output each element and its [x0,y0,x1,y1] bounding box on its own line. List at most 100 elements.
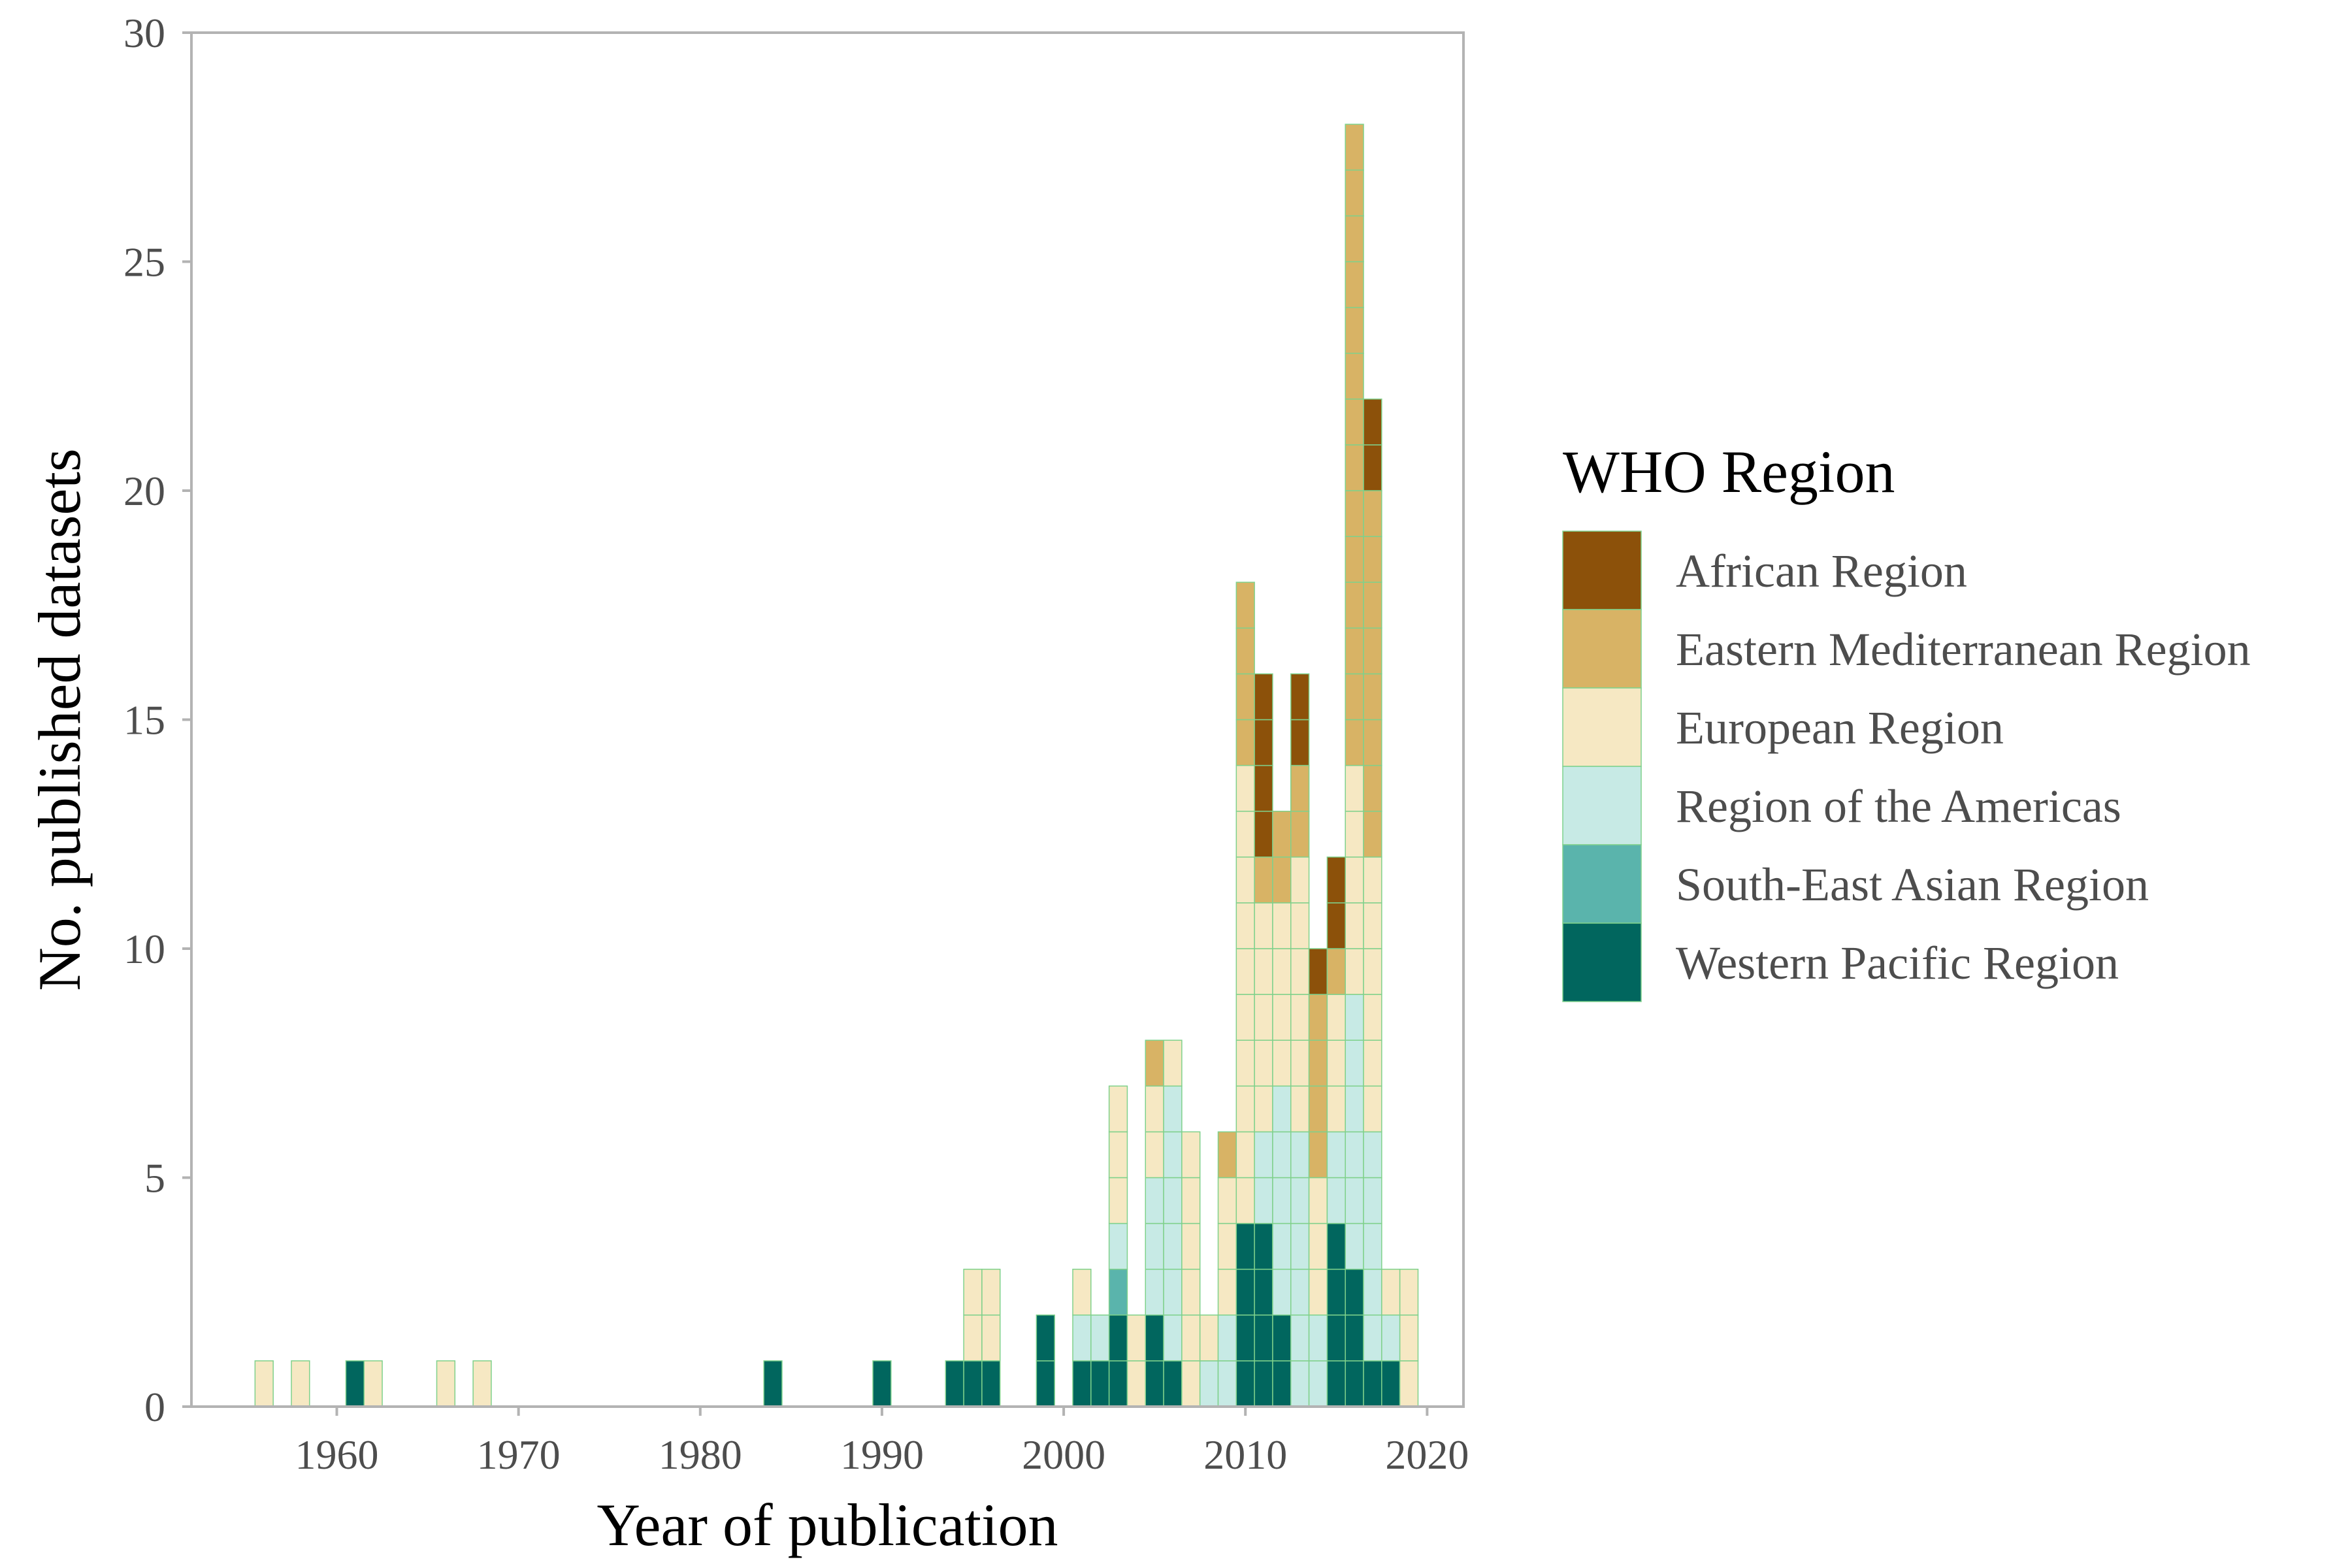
bar-segment [1272,902,1292,949]
bar-segment [1235,673,1255,721]
bar-segment [1326,1085,1346,1133]
bar-segment [1235,948,1255,995]
bar-segment [1345,444,1364,491]
y-tick-label: 15 [123,697,165,743]
bar-segment [1363,1085,1382,1133]
bars-layer [254,123,1419,1407]
bar-segment [1145,1222,1164,1270]
bar-segment [363,1360,383,1407]
bar-segment [1308,948,1328,995]
bar-segment [1345,1268,1364,1316]
bar-segment [1326,1360,1346,1407]
bar-segment [1345,215,1364,263]
bar-segment [981,1315,1001,1362]
bar-segment [1072,1268,1092,1316]
y-tick-label: 30 [123,10,165,56]
bar-segment [1363,627,1382,675]
bar-segment [1308,994,1328,1041]
bar-segment [1217,1360,1237,1407]
bar-segment [1163,1222,1183,1270]
bar-segment [1363,948,1382,995]
bar-segment [1345,810,1364,858]
bar-segment [1272,857,1292,904]
bar-segment [1181,1268,1201,1316]
bar-segment [1235,1268,1255,1316]
bar-segment [1308,1039,1328,1087]
bar-segment [1399,1315,1419,1362]
legend-label: Western Pacific Region [1676,937,2119,989]
x-axis: 1960 1970 1980 1990 2000 2010 2020 [295,1407,1469,1478]
bar-segment [1235,1131,1255,1179]
bar-segment [1235,994,1255,1041]
bar-segment [436,1360,456,1407]
bar-segment [1290,1360,1310,1407]
bar-segment [1235,810,1255,858]
bar-segment [1326,948,1346,995]
bar-segment [872,1360,892,1407]
legend-items: African Region Eastern Mediterranean Regi… [1562,531,2251,1002]
x-tick-label: 2010 [1203,1431,1287,1478]
bar-segment [291,1360,310,1407]
bar-segment [1235,1315,1255,1362]
bar-segment [1290,1268,1310,1316]
bar-segment [1308,1085,1328,1133]
bar-segment [1308,1268,1328,1316]
bar-segment [1308,1315,1328,1362]
bar-segment [1290,902,1310,949]
bar-segment [1272,948,1292,995]
bar-segment [1290,764,1310,812]
bar-segment [1272,1131,1292,1179]
bar-segment [1235,1360,1255,1407]
bar-segment [1345,581,1364,629]
bar-segment [1036,1360,1055,1407]
bar-segment [1345,1177,1364,1224]
bar-segment [1363,902,1382,949]
bar-segment [763,1360,783,1407]
bar-segment [1363,857,1382,904]
bar-segment [1308,1222,1328,1270]
bar-segment [1254,764,1273,812]
bar-segment [1254,1085,1273,1133]
bar-segment [1163,1131,1183,1179]
bar-segment [1254,810,1273,858]
x-tick-label: 1990 [840,1431,924,1478]
bar-segment [1272,1039,1292,1087]
bar-segment [1381,1268,1401,1316]
bar-segment [1363,399,1382,446]
bar-segment [1308,1360,1328,1407]
bar-segment [1272,810,1292,858]
bar-segment [1235,719,1255,766]
bar-segment [1254,857,1273,904]
bar-segment [1072,1315,1092,1362]
bar-segment [1326,1222,1346,1270]
bar-segment [1181,1360,1201,1407]
bar-segment [1254,1177,1273,1224]
bar-segment [1326,857,1346,904]
bar-segment [1308,1177,1328,1224]
bar-segment [981,1360,1001,1407]
x-tick-label: 1970 [477,1431,561,1478]
y-axis-title: No. published datasets [26,448,93,990]
bar-segment [1163,1177,1183,1224]
x-axis-title: Year of publication [596,1492,1058,1558]
bar-segment [1345,627,1364,675]
bar-segment [1345,261,1364,308]
bar-segment [1108,1131,1128,1179]
bar-segment [1145,1315,1164,1362]
bar-segment [1345,857,1364,904]
legend-label: Region of the Americas [1676,780,2121,832]
legend-label: African Region [1676,545,1967,597]
bar-segment [1363,1315,1382,1362]
bar-segment [1163,1360,1183,1407]
bar-segment [1254,1131,1273,1179]
bar-segment [963,1268,983,1316]
bar-segment [1126,1360,1146,1407]
bar-segment [1199,1315,1219,1362]
bar-segment [1254,1315,1273,1362]
bar-segment [1326,1039,1346,1087]
bar-segment [1090,1360,1110,1407]
bar-segment [1290,1222,1310,1270]
bar-segment [1217,1315,1237,1362]
y-tick-label: 20 [123,468,165,514]
